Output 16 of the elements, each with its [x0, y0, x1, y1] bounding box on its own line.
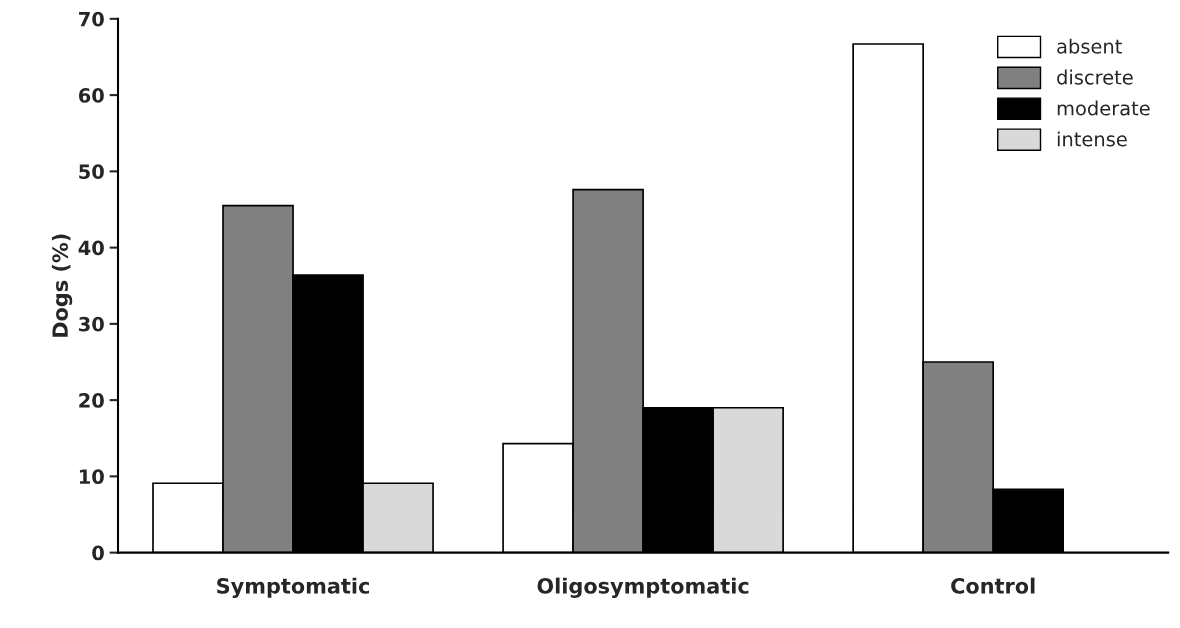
legend-label: discrete: [1057, 69, 1133, 85]
x-tick-label: Symptomatic: [217, 577, 369, 598]
legend-label: absent: [1057, 38, 1122, 54]
legend-label: intense: [1057, 131, 1127, 147]
y-tick-label: 50: [79, 164, 104, 180]
y-tick-label: 60: [78, 88, 104, 103]
x-tick-label: Control: [951, 577, 1035, 594]
y-tick-label: 70: [79, 11, 104, 27]
y-tick-label: 10: [79, 469, 104, 485]
x-tick-label: Oligosymptomatic: [537, 577, 749, 598]
y-tick-label: 20: [79, 393, 104, 408]
y-tick-label: 30: [79, 316, 104, 332]
y-tick-label: 0: [92, 545, 104, 561]
y-tick-label: 40: [78, 240, 104, 256]
legend-label: moderate: [1057, 100, 1150, 116]
y-axis-title: Dogs (%): [51, 234, 73, 337]
